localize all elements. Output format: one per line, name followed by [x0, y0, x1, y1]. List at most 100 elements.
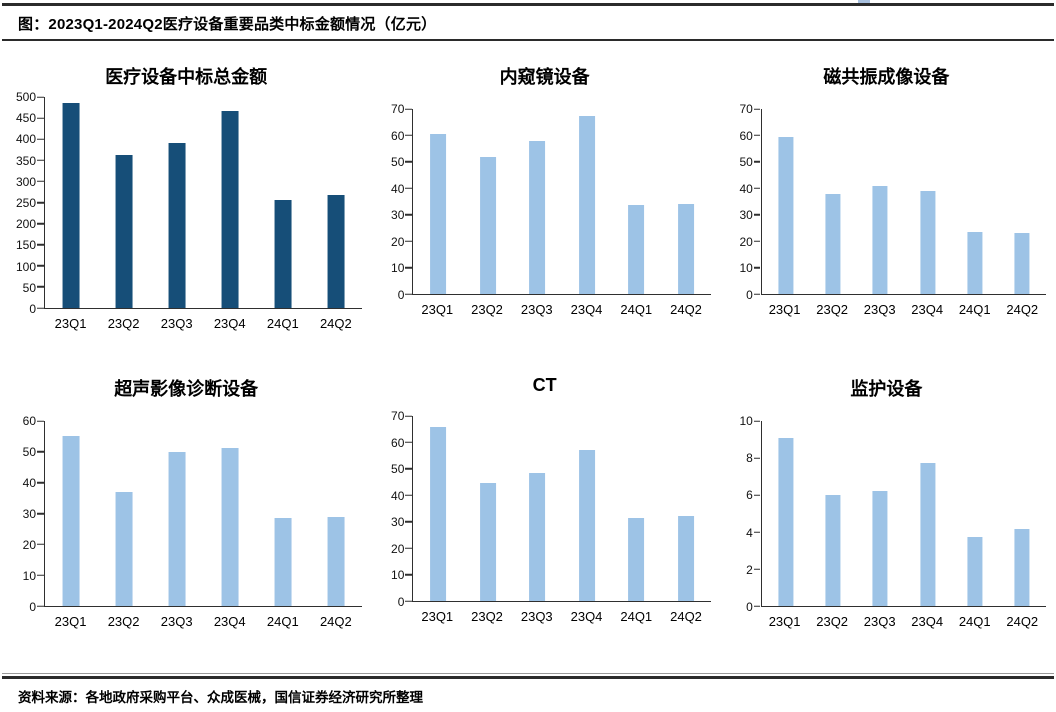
y-tick-mark — [753, 266, 761, 269]
bar-23Q1 — [430, 134, 447, 294]
plot-area — [753, 108, 1046, 295]
bar-23Q4 — [221, 447, 239, 606]
bar-24Q2 — [1014, 233, 1030, 294]
bar-slot — [98, 421, 151, 606]
y-tick-mark — [753, 161, 761, 163]
y-tick-mark — [37, 180, 44, 183]
x-tick-label: 23Q1 — [768, 302, 801, 317]
x-tick-label: 23Q4 — [213, 614, 246, 629]
bar-slot — [413, 109, 463, 294]
y-tick-label: 20 — [391, 234, 405, 249]
y-tick-mark — [753, 494, 761, 496]
chart-panel-3: 磁共振成像设备 0 10 20 30 40 50 60 70 23Q1 23Q2 23Q3 23Q4 24… — [727, 63, 1046, 331]
bar-slot — [310, 97, 363, 308]
bar-slot — [999, 109, 1046, 294]
x-tick-label: 23Q4 — [213, 316, 246, 331]
y-tick-label: 30 — [391, 515, 405, 530]
figure-title: 图：2023Q1-2024Q2医疗设备重要品类中标金额情况（亿元） — [18, 15, 437, 33]
plot-row: 0 10 20 30 40 50 60 70 — [727, 103, 1046, 301]
y-tick-mark — [405, 520, 412, 523]
y-tick-label: 70 — [391, 102, 405, 116]
bar-slot — [45, 421, 98, 606]
x-tick-label: 24Q2 — [1006, 614, 1039, 629]
y-tick-mark — [753, 134, 761, 137]
bar-slot — [151, 421, 204, 606]
y-tick-label: 200 — [15, 217, 36, 232]
y-tick-label: 40 — [391, 488, 405, 503]
chart-title: 内窥镜设备 — [499, 67, 590, 87]
bar-23Q4 — [578, 115, 595, 294]
y-tick-label: 30 — [739, 208, 753, 223]
y-tick-label: 450 — [15, 111, 36, 126]
y-tick-mark — [37, 451, 44, 453]
x-tick-label: 24Q2 — [670, 609, 702, 624]
y-tick-mark — [405, 213, 412, 216]
x-tick-label: 23Q2 — [816, 614, 849, 629]
bar-slot — [310, 421, 363, 606]
y-axis-labels: 0 10 20 30 40 50 60 70 — [378, 103, 412, 301]
bar-23Q3 — [872, 185, 888, 294]
top-rule — [2, 3, 1054, 6]
bar-slot — [661, 109, 711, 294]
y-tick-mark — [405, 441, 412, 444]
bar-23Q3 — [872, 491, 888, 606]
plot-wrap: 0 10 20 30 40 50 60 70 23Q1 23Q2 23Q3 23Q4 24Q1 24Q2 — [727, 103, 1046, 317]
bar-slot — [951, 109, 998, 294]
plot-wrap: 0 2 4 6 8 10 23Q1 23Q2 23Q3 23Q4 24Q1 24Q2 — [727, 415, 1046, 629]
y-axis-labels: 0 10 20 30 40 50 60 70 — [378, 410, 412, 608]
y-tick-label: 0 — [397, 595, 405, 609]
y-tick-label: 150 — [15, 238, 36, 253]
y-tick-mark — [753, 531, 761, 533]
y-tick-label: 350 — [15, 153, 36, 168]
y-tick-label: 40 — [22, 476, 36, 490]
x-axis-labels: 23Q1 23Q2 23Q3 23Q4 24Q1 24Q2 — [761, 295, 1046, 317]
x-tick-label: 23Q3 — [160, 614, 193, 629]
plot-row: 0 10 20 30 40 50 60 — [10, 415, 363, 613]
source-note: 资料来源：各地政府采购平台、众成医械，国信证券经济研究所整理 — [18, 689, 423, 705]
bar-slot — [661, 416, 711, 601]
bar-slot — [204, 97, 257, 308]
top-edge-artifact — [858, 0, 870, 3]
y-tick-mark — [37, 605, 44, 607]
bar-24Q2 — [678, 204, 694, 294]
bar-slot — [562, 109, 612, 294]
bar-slot — [413, 416, 463, 601]
plot-row: 0 50 100 150 200 250 300 350 400 450 500 — [10, 91, 363, 315]
bar-24Q1 — [628, 205, 645, 294]
y-tick-label: 300 — [15, 174, 36, 189]
bar-slot — [612, 416, 662, 601]
x-tick-label: 24Q2 — [319, 614, 352, 629]
y-tick-mark — [753, 213, 761, 216]
y-axis-labels: 0 10 20 30 40 50 60 — [10, 415, 44, 613]
x-tick-label: 23Q3 — [520, 609, 553, 624]
x-tick-label: 23Q1 — [421, 302, 454, 317]
y-tick-label: 250 — [15, 196, 36, 210]
y-tick-mark — [753, 293, 761, 295]
x-tick-label: 23Q1 — [421, 609, 454, 624]
bars-layer — [762, 109, 1046, 294]
plot-area — [405, 108, 711, 295]
x-axis-labels: 23Q1 23Q2 23Q3 23Q4 24Q1 24Q2 — [44, 309, 362, 331]
y-tick-label: 50 — [739, 155, 753, 170]
y-tick-label: 0 — [29, 600, 36, 614]
bar-slot — [257, 97, 310, 308]
y-tick-label: 0 — [746, 288, 753, 302]
plot-wrap: 0 10 20 30 40 50 60 70 23Q1 23Q2 23Q3 23Q4 24Q1 24Q2 — [378, 410, 711, 624]
y-tick-mark — [405, 108, 412, 110]
y-tick-label: 20 — [22, 538, 36, 552]
chart-panel-6: 监护设备 0 2 4 6 8 10 23Q1 23Q2 23Q3 23Q4 24Q1 24Q2 — [727, 375, 1046, 629]
y-tick-label: 10 — [739, 414, 753, 428]
plot-wrap: 0 10 20 30 40 50 60 70 23Q1 23Q2 23Q3 23Q4 24Q1 24Q2 — [378, 103, 711, 317]
y-tick-label: 50 — [22, 280, 36, 295]
chart-title: 监护设备 — [850, 379, 923, 399]
bar-24Q2 — [327, 516, 345, 606]
bar-slot — [612, 109, 662, 294]
y-tick-mark — [37, 512, 44, 515]
x-axis-labels: 23Q1 23Q2 23Q3 23Q4 24Q1 24Q2 — [761, 607, 1046, 629]
y-tick-label: 50 — [391, 155, 405, 170]
y-tick-mark — [37, 96, 44, 98]
y-tick-mark — [753, 187, 761, 190]
y-tick-mark — [37, 481, 44, 484]
y-tick-mark — [37, 543, 44, 546]
x-tick-label: 24Q2 — [670, 302, 702, 317]
